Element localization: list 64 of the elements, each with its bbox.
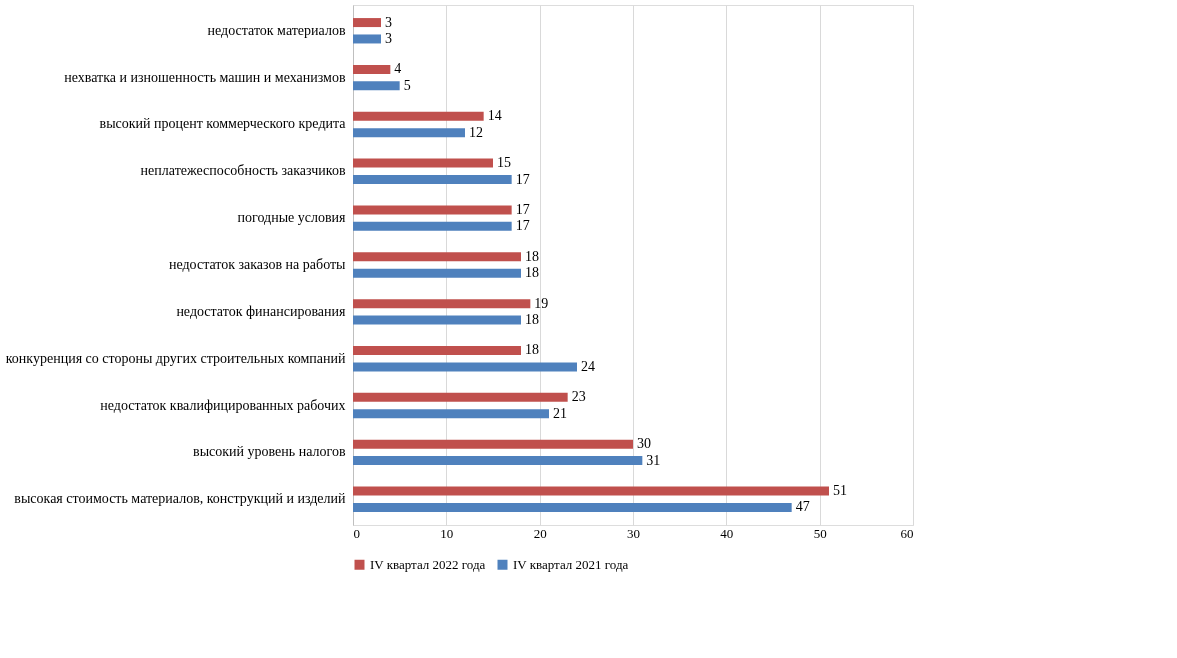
bar (353, 175, 512, 184)
data-label: 18 (525, 265, 539, 281)
bar (353, 392, 568, 402)
bar (353, 34, 381, 44)
bar (353, 158, 493, 168)
x-tick-label: 10 (440, 525, 454, 541)
y-tick-label: неплатежеспособность заказчиков (140, 163, 346, 179)
bar (353, 456, 643, 466)
bar (353, 299, 531, 309)
bar (353, 409, 549, 419)
data-label: 4 (394, 61, 402, 77)
data-label: 47 (795, 499, 810, 515)
data-label: 18 (525, 248, 539, 264)
y-tick-label: недостаток материалов (207, 22, 346, 38)
y-tick-label: погодные условия (237, 210, 347, 226)
bar (353, 439, 633, 449)
y-tick-label: недостаток финансирования (176, 303, 347, 319)
bar (353, 486, 829, 496)
data-label: 31 (646, 452, 661, 468)
bar (353, 362, 577, 372)
x-tick-label: 0 (353, 525, 360, 541)
data-label: 18 (525, 342, 539, 358)
bar (353, 502, 792, 512)
data-label: 12 (469, 124, 483, 140)
x-tick-label: 20 (533, 525, 547, 541)
bar (353, 268, 521, 278)
bar (353, 221, 512, 231)
legend-label: IV квартал 2021 года (513, 556, 629, 572)
data-label: 21 (553, 405, 567, 421)
x-tick-label: 40 (720, 525, 734, 541)
y-tick-label: недостаток заказов на работы (168, 257, 347, 272)
data-label: 23 (571, 389, 586, 405)
data-label: 30 (637, 436, 651, 452)
data-label: 15 (497, 155, 511, 171)
data-label: 19 (534, 295, 549, 311)
data-label: 5 (403, 77, 411, 93)
bar (353, 252, 521, 262)
bar (353, 346, 521, 355)
data-label: 3 (385, 30, 392, 46)
bar (353, 18, 381, 28)
x-tick-label: 50 (813, 525, 827, 541)
data-label: 17 (515, 218, 530, 234)
data-label: 51 (833, 483, 847, 499)
data-label: 17 (515, 171, 530, 187)
bar (353, 205, 512, 215)
bar (353, 64, 391, 74)
data-label: 17 (515, 201, 530, 217)
y-tick-label: нехватка и изношенность машин и механизмов (64, 69, 346, 85)
data-label: 3 (385, 14, 392, 30)
y-tick-label: недостаток квалифицированных рабочих (100, 397, 346, 413)
data-label: 18 (525, 312, 539, 328)
bar (353, 111, 484, 121)
y-tick-label: высокая стоимость материалов, конструкций и изделий (14, 491, 346, 507)
bar (353, 81, 400, 91)
data-label: 14 (487, 108, 502, 124)
bar (353, 128, 465, 138)
y-tick-label: конкуренция со стороны других строительных компаний (5, 350, 346, 366)
x-tick-label: 60 (900, 525, 914, 541)
bar (353, 315, 521, 325)
y-tick-label: высокий процент коммерческого кредита (99, 116, 347, 132)
x-tick-label: 30 (627, 525, 640, 541)
data-label: 24 (581, 358, 595, 374)
legend-label: IV квартал 2022 года (370, 556, 486, 572)
y-tick-label: высокий уровень налогов (193, 444, 346, 460)
